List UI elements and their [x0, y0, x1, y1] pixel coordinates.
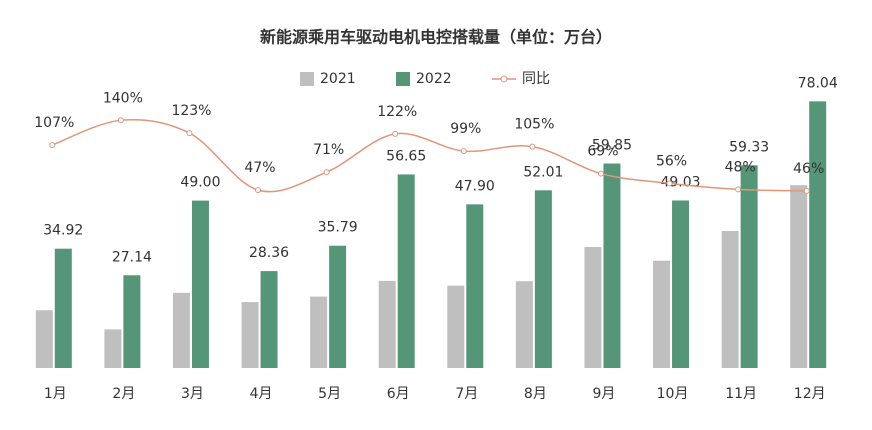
x-tick-label: 1月	[44, 386, 67, 402]
data-label: 34.92	[43, 223, 83, 239]
x-tick-label: 2月	[112, 386, 135, 402]
bar	[35, 310, 53, 368]
x-tick-label: 6月	[387, 386, 410, 402]
x-tick-label: 9月	[592, 386, 615, 402]
line-point	[666, 180, 673, 187]
bar	[534, 190, 552, 368]
data-label: 49.00	[180, 175, 220, 191]
bar	[790, 185, 808, 368]
bar	[191, 200, 209, 368]
data-label: 107%	[34, 115, 74, 131]
line-point	[117, 117, 124, 124]
data-label: 49.03	[660, 174, 700, 190]
bar	[809, 101, 827, 368]
line-point	[529, 143, 536, 150]
data-label: 27.14	[112, 249, 152, 265]
x-tick-label: 7月	[455, 386, 478, 402]
bar	[123, 275, 141, 368]
data-label: 28.36	[249, 245, 289, 261]
bar	[447, 285, 465, 368]
legend-label: 2021	[320, 71, 356, 87]
bar	[584, 247, 602, 368]
bar	[378, 280, 396, 368]
bar	[260, 271, 278, 368]
x-tick-label: 3月	[181, 386, 204, 402]
data-label: 56%	[656, 153, 687, 169]
line-point	[460, 148, 467, 155]
x-tick-label: 5月	[318, 386, 341, 402]
bar	[721, 230, 739, 368]
line	[52, 119, 807, 193]
data-label: 52.01	[523, 164, 563, 180]
data-label: 56.65	[386, 148, 426, 164]
data-label: 71%	[313, 142, 344, 158]
data-label: 59.33	[729, 139, 769, 155]
data-label: 46%	[793, 161, 824, 177]
x-tick-label: 4月	[250, 386, 273, 402]
data-label: 99%	[450, 121, 481, 137]
data-label: 48%	[725, 159, 756, 175]
bar	[672, 200, 690, 368]
line-point	[597, 170, 604, 177]
legend-label: 2022	[416, 71, 452, 87]
x-tick-label: 11月	[725, 386, 757, 402]
chart-title: 新能源乘用车驱动电机电控搭载量（单位：万台）	[260, 28, 612, 47]
data-label: 122%	[377, 104, 417, 120]
data-label: 35.79	[318, 220, 358, 236]
line-point	[392, 130, 399, 137]
bar	[603, 163, 621, 368]
bar	[397, 174, 415, 368]
line-point	[186, 130, 193, 137]
line-point	[803, 187, 810, 194]
line-point	[49, 142, 56, 149]
data-label: 59.85	[592, 138, 632, 154]
data-label: 105%	[514, 117, 554, 133]
legend-marker	[500, 75, 508, 83]
x-tick-label: 12月	[794, 386, 826, 402]
line-point	[255, 187, 262, 194]
legend-swatch	[300, 72, 314, 86]
bar	[329, 245, 347, 368]
data-label: 47%	[244, 160, 275, 176]
bar	[740, 165, 758, 368]
line-point	[323, 169, 330, 176]
line-point	[735, 186, 742, 193]
x-tick-label: 10月	[657, 386, 689, 402]
bar	[653, 260, 671, 368]
data-label: 78.04	[798, 75, 838, 91]
legend-swatch	[396, 72, 410, 86]
bar	[515, 281, 533, 368]
bar	[54, 248, 72, 368]
data-label: 140%	[103, 90, 143, 106]
legend-label: 同比	[522, 71, 550, 87]
data-label: 69%	[587, 144, 618, 160]
bar	[466, 204, 484, 368]
data-label: 47.90	[455, 178, 495, 194]
bar	[241, 302, 259, 368]
bar	[104, 329, 122, 368]
bar	[310, 296, 328, 368]
bar	[172, 292, 190, 368]
x-tick-label: 8月	[524, 386, 547, 402]
data-label: 123%	[171, 103, 211, 119]
